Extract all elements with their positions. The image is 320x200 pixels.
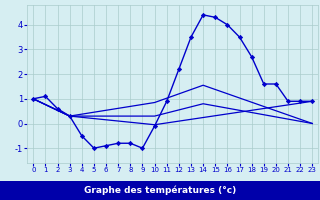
Text: Graphe des températures (°c): Graphe des températures (°c) xyxy=(84,186,236,195)
